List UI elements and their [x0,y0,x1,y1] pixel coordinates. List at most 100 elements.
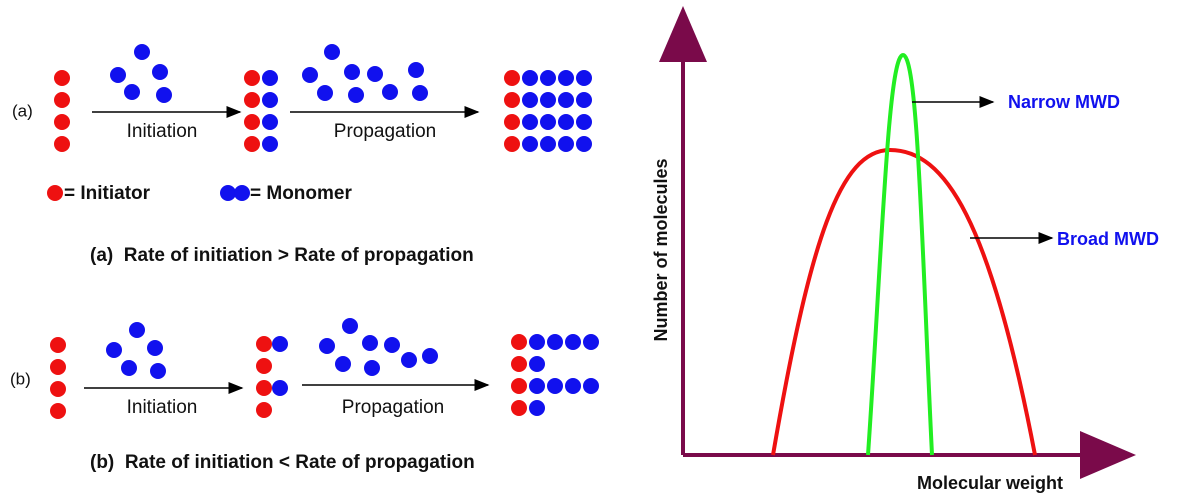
monomer [324,44,340,60]
initiator [504,114,520,130]
monomer [540,136,556,152]
monomer [302,67,318,83]
initiator [50,359,66,375]
monomer [412,85,428,101]
initiator [511,334,527,350]
monomer [522,136,538,152]
monomer [129,322,145,338]
initiator [511,400,527,416]
monomer [522,70,538,86]
initiator [54,70,70,86]
monomer [382,84,398,100]
monomer [262,92,278,108]
initiator [244,114,260,130]
monomer [317,85,333,101]
molecules [50,44,599,419]
monomer [152,64,168,80]
monomer [558,136,574,152]
monomer [558,114,574,130]
broad-label: Broad MWD [1057,229,1159,249]
monomer [540,92,556,108]
monomer [344,64,360,80]
broad-curve [773,150,1035,455]
initiator [256,380,272,396]
monomer [576,114,592,130]
narrow-label: Narrow MWD [1008,92,1120,112]
narrow-curve [868,55,932,455]
monomer [110,67,126,83]
monomer [547,378,563,394]
monomer [121,360,137,376]
monomer [367,66,383,82]
monomer [319,338,335,354]
panel-label: (a) [12,101,33,120]
initiator [50,403,66,419]
monomer [262,136,278,152]
monomer [529,356,545,372]
initiator [504,136,520,152]
monomer [342,318,358,334]
initiator [256,358,272,374]
initiator [504,70,520,86]
monomer [272,336,288,352]
monomer [583,378,599,394]
monomer-icon [234,185,250,201]
monomer [272,380,288,396]
step-label: Initiation [127,121,198,142]
initiator [256,402,272,418]
monomer-icon [220,185,236,201]
monomer [558,70,574,86]
monomer [362,335,378,351]
initiator [244,70,260,86]
y-axis-label: Number of molecules [651,158,671,341]
initiator [54,92,70,108]
monomer [422,348,438,364]
monomer [565,378,581,394]
step-label: Initiation [127,397,198,418]
monomer [262,114,278,130]
x-axis-label: Molecular weight [917,473,1063,493]
monomer [576,136,592,152]
monomer [408,62,424,78]
initiator [256,336,272,352]
monomer [401,352,417,368]
caption: (b) Rate of initiation < Rate of propaga… [90,452,475,473]
monomer [262,70,278,86]
monomer [576,70,592,86]
monomer [522,92,538,108]
monomer [147,340,163,356]
step-label: Propagation [334,121,436,142]
step-label: Propagation [342,397,444,418]
initiator [54,114,70,130]
diagram: (a) Initiation Propagation = Initiator =… [0,0,1192,496]
monomer [529,378,545,394]
caption: (a) Rate of initiation > Rate of propaga… [90,245,474,266]
initiator [50,381,66,397]
monomer [529,400,545,416]
initiator-icon [47,185,63,201]
monomer [106,342,122,358]
monomer [522,114,538,130]
panel-label: (b) [10,369,31,388]
monomer [134,44,150,60]
initiator [511,378,527,394]
legend-monomer: = Monomer [250,183,352,204]
monomer [540,114,556,130]
monomer [583,334,599,350]
monomer [576,92,592,108]
monomer [348,87,364,103]
monomer [150,363,166,379]
initiator [54,136,70,152]
monomer [529,334,545,350]
monomer [384,337,400,353]
monomer [547,334,563,350]
monomer [124,84,140,100]
monomer [364,360,380,376]
monomer [565,334,581,350]
initiator [511,356,527,372]
monomer [156,87,172,103]
initiator [50,337,66,353]
monomer [558,92,574,108]
initiator [504,92,520,108]
monomer [335,356,351,372]
